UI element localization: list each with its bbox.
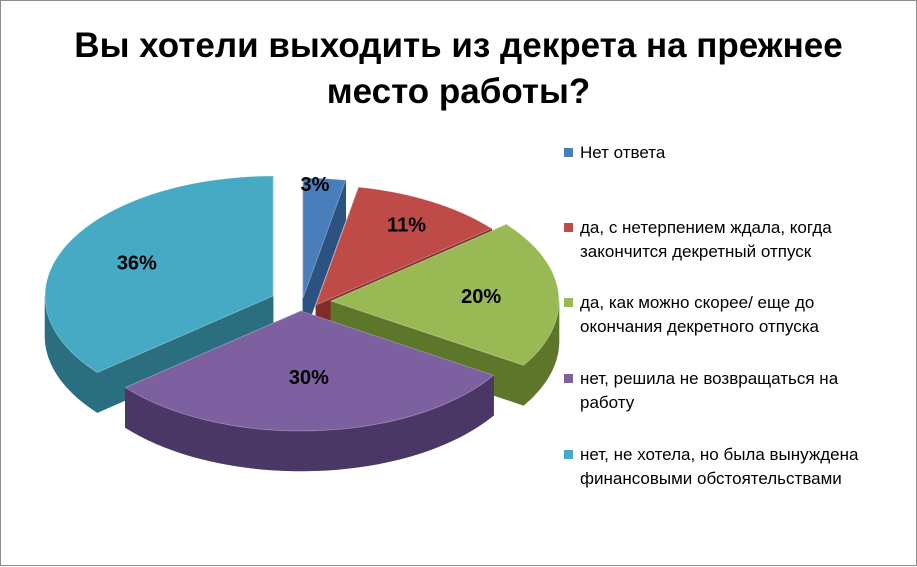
legend-label-3-line-2: окончания декретного отпуска [580, 317, 819, 336]
legend-label-2: да, с нетерпением ждала, когда закончится… [580, 216, 904, 264]
legend-swatch-1 [564, 148, 573, 157]
legend-swatch-4 [564, 374, 573, 383]
legend-label-5-line-1: нет, не хотела, но была вынуждена [580, 445, 859, 464]
pie-slice-1 [302, 177, 347, 299]
legend-label-3-line-1: да, как можно скорее/ еще до [580, 293, 815, 312]
pie-slice-3 [329, 224, 560, 366]
legend-item-2: да, с нетерпением ждала, когда закончится… [564, 216, 904, 264]
legend-item-4: нет, решила не возвращаться на работу [564, 367, 904, 415]
legend-item-5: нет, не хотела, но была вынуждена финансо… [564, 443, 904, 491]
data-label-3: 20% [461, 286, 501, 308]
pie-slice-4 [124, 310, 495, 432]
chart-title-line-1: Вы хотели выходить из декрета на прежнее [74, 26, 843, 65]
chart-title: Вы хотели выходить из декрета на прежнее… [61, 23, 856, 115]
legend-swatch-5 [564, 450, 573, 459]
data-label-5: 36% [117, 252, 157, 274]
legend-swatch-3 [564, 298, 573, 307]
legend-label-4: нет, решила не возвращаться на работу [580, 367, 904, 415]
legend-label-4-line-1: нет, решила не возвращаться на [580, 369, 839, 388]
chart-title-line-2: место работы? [326, 72, 591, 111]
legend-label-2-line-2: закончится декретный отпуск [580, 242, 812, 261]
data-label-2: 11% [387, 214, 426, 236]
legend-label-4-line-2: работу [580, 393, 635, 412]
pie-slice-5 [44, 175, 274, 373]
legend-swatch-2 [564, 223, 573, 232]
legend-label-5-line-2: финансовыми обстоятельствами [580, 469, 842, 488]
legend-item-1: Нет ответа [564, 141, 904, 165]
legend-item-3: да, как можно скорее/ еще до окончания де… [564, 291, 904, 339]
legend-label-1-line-1: Нет ответа [580, 143, 666, 162]
pie-slice-2 [315, 186, 493, 306]
legend-label-5: нет, не хотела, но была вынуждена финансо… [580, 443, 904, 491]
legend-label-1: Нет ответа [580, 141, 904, 165]
data-label-1: 3% [301, 174, 330, 196]
legend-label-3: да, как можно скорее/ еще до окончания де… [580, 291, 904, 339]
legend-label-2-line-1: да, с нетерпением ждала, когда [580, 218, 832, 237]
data-label-4: 30% [289, 367, 329, 389]
